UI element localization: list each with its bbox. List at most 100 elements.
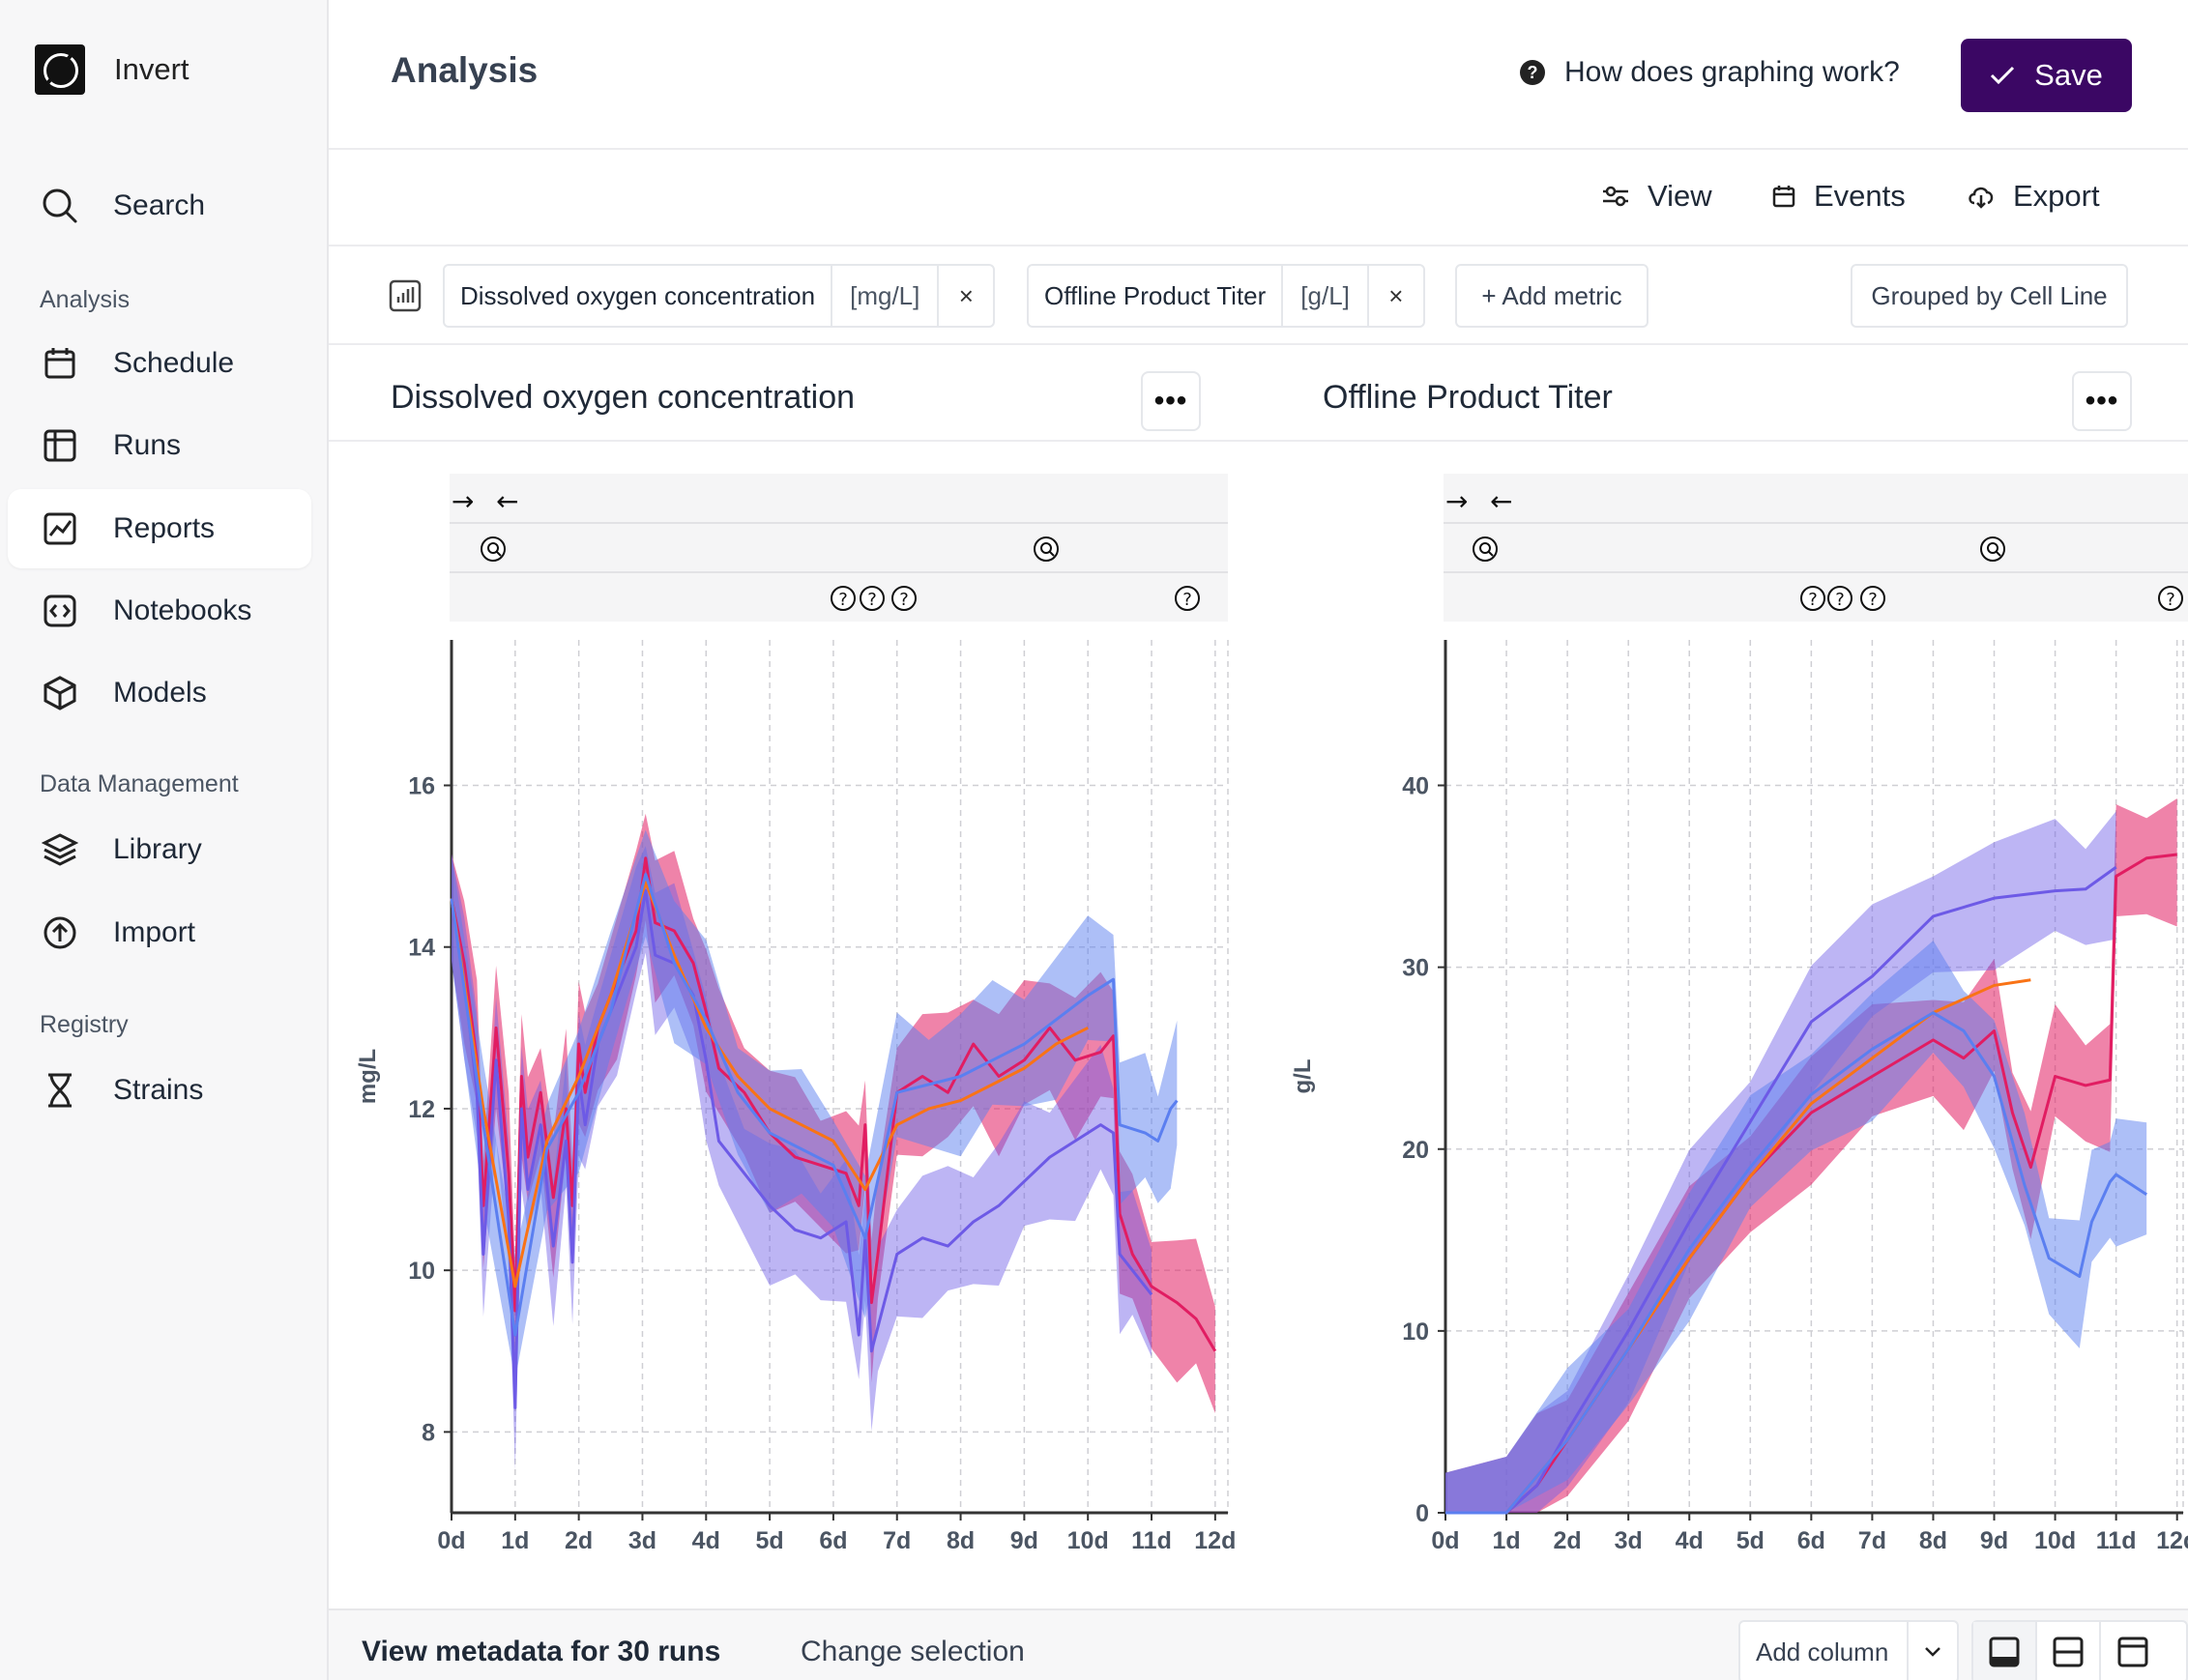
expand-arrow-icon: → (1445, 485, 1468, 517)
nav-section-registry: Registry (40, 1011, 129, 1038)
zoom-handle (1996, 551, 2001, 557)
series-line-1 (450, 888, 1153, 1409)
zoom-icon (1473, 536, 1498, 562)
x-tick-label: 1d (501, 1527, 529, 1554)
chart-line-icon (41, 509, 79, 548)
app-name: Invert (114, 52, 190, 86)
help-ring (831, 586, 856, 611)
search-icon (41, 187, 79, 225)
sidebar-item-search[interactable]: Search (8, 166, 311, 246)
chart-more-button[interactable]: ••• (1141, 371, 1201, 431)
add-column-dropdown[interactable]: Add column (1738, 1620, 1959, 1680)
series-line-2 (450, 881, 1089, 1289)
metric-pill[interactable]: Dissolved oxygen concentration [mg/L] × (443, 264, 996, 328)
y-axis-label: g/L (1290, 1059, 1316, 1094)
sidebar-item-models[interactable]: Models (8, 653, 311, 733)
cloud-download-icon (1969, 187, 1994, 209)
view-button[interactable]: View (1601, 179, 1712, 214)
sliders-icon (1603, 186, 1628, 207)
export-button[interactable]: Export (1967, 179, 2100, 214)
bar-chart-icon[interactable] (389, 279, 422, 317)
chart-1: → ←???? 0d 1d 2d 3d 4d 5d 6d 7d 8d 9d 10d 11d 12d 0 10 20… (1290, 474, 2188, 1554)
x-tick-label: 4d (692, 1527, 720, 1554)
zoom-handle (1488, 551, 1494, 557)
help-ring (1827, 586, 1853, 611)
events-label: Events (1814, 179, 1906, 213)
zoom-icon (1034, 536, 1059, 562)
x-tick-label: 7d (1858, 1527, 1886, 1554)
remove-metric-button[interactable]: × (937, 266, 993, 326)
sidebar-item-notebooks[interactable]: Notebooks (8, 571, 311, 651)
page-title: Analysis (391, 50, 539, 90)
zoom-handle (496, 551, 502, 557)
sidebar-item-runs[interactable]: Runs (8, 406, 311, 485)
x-tick-label: 5d (1736, 1527, 1765, 1554)
help-ring (1800, 586, 1825, 611)
y-tick-label: 8 (422, 1419, 435, 1446)
layout-top-icon (2117, 1637, 2148, 1667)
help-link[interactable]: ? How does graphing work? (1520, 56, 1900, 89)
question-circle-icon: ? (831, 586, 856, 611)
brand[interactable]: Invert (35, 44, 190, 95)
sidebar-item-library[interactable]: Library (8, 810, 311, 889)
layout-top-button[interactable] (2101, 1622, 2165, 1680)
view-label: View (1648, 179, 1712, 213)
help-glyph: ? (2166, 590, 2175, 610)
x-tick-label: 3d (1615, 1527, 1643, 1554)
group-by-button[interactable]: Grouped by Cell Line (1851, 264, 2128, 328)
sidebar-item-label: Import (113, 916, 196, 948)
series-line-3 (450, 872, 1179, 1337)
remove-metric-button[interactable]: × (1366, 266, 1423, 326)
sidebar-item-schedule[interactable]: Schedule (8, 324, 311, 403)
sidebar-item-reports[interactable]: Reports (8, 489, 311, 568)
x-tick-label: 9d (1010, 1527, 1038, 1554)
layout-bottom-button[interactable] (1973, 1622, 2037, 1680)
sidebar-item-import[interactable]: Import (8, 893, 311, 972)
x-tick-label: 0d (437, 1527, 465, 1554)
metric-unit: [mg/L] (831, 266, 937, 326)
toolbar: View Events Export (329, 150, 2188, 246)
zoom-icon (481, 536, 506, 562)
zoom-lens (1479, 542, 1491, 554)
chart-more-button[interactable]: ••• (2072, 371, 2132, 431)
chart-title-titer: Offline Product Titer (1323, 379, 1613, 416)
metric-name: Dissolved oxygen concentration (460, 280, 816, 310)
help-glyph: ? (838, 590, 848, 610)
x-tick-label: 10d (2034, 1527, 2076, 1554)
help-glyph: ? (1808, 590, 1818, 610)
x-tick-label: 12d (2156, 1527, 2188, 1554)
sidebar-item-label: Models (113, 677, 207, 709)
x-tick-label: 2d (565, 1527, 593, 1554)
collapse-arrow-icon: ← (1490, 485, 1512, 517)
question-circle-icon: ? (1520, 60, 1545, 85)
series-line-1 (1445, 865, 2117, 1515)
sidebar-item-label: Reports (113, 512, 216, 544)
y-tick-label: 30 (1402, 955, 1429, 982)
export-label: Export (2013, 179, 2100, 213)
save-button[interactable]: Save (1961, 39, 2132, 112)
question-circle-icon: ? (1860, 586, 1885, 611)
x-tick-label: 5d (756, 1527, 784, 1554)
metric-name: Offline Product Titer (1044, 280, 1267, 310)
zoom-ring (1034, 536, 1059, 562)
y-tick-label: 20 (1402, 1137, 1429, 1164)
question-circle-icon: ? (1827, 586, 1853, 611)
help-ring (860, 586, 885, 611)
table-icon (41, 426, 79, 465)
help-ring (1860, 586, 1885, 611)
metric-pill[interactable]: Offline Product Titer [g/L] × (1027, 264, 1425, 328)
sidebar-item-strains[interactable]: Strains (8, 1051, 311, 1130)
series-band-1 (452, 846, 1152, 1470)
nav-section-data-management: Data Management (40, 770, 239, 797)
events-button[interactable]: Events (1771, 179, 1906, 214)
chevron-down-icon (1906, 1622, 1957, 1680)
zoom-icon (1980, 536, 2005, 562)
collapse-arrow-icon: ← (496, 485, 518, 517)
change-selection-link[interactable]: Change selection (801, 1636, 1025, 1667)
add-metric-button[interactable]: + Add metric (1455, 264, 1648, 328)
layout-bottom-icon (1989, 1637, 2020, 1667)
help-glyph: ? (899, 590, 909, 610)
y-tick-label: 12 (408, 1096, 435, 1123)
layout-split-button[interactable] (2037, 1622, 2101, 1680)
